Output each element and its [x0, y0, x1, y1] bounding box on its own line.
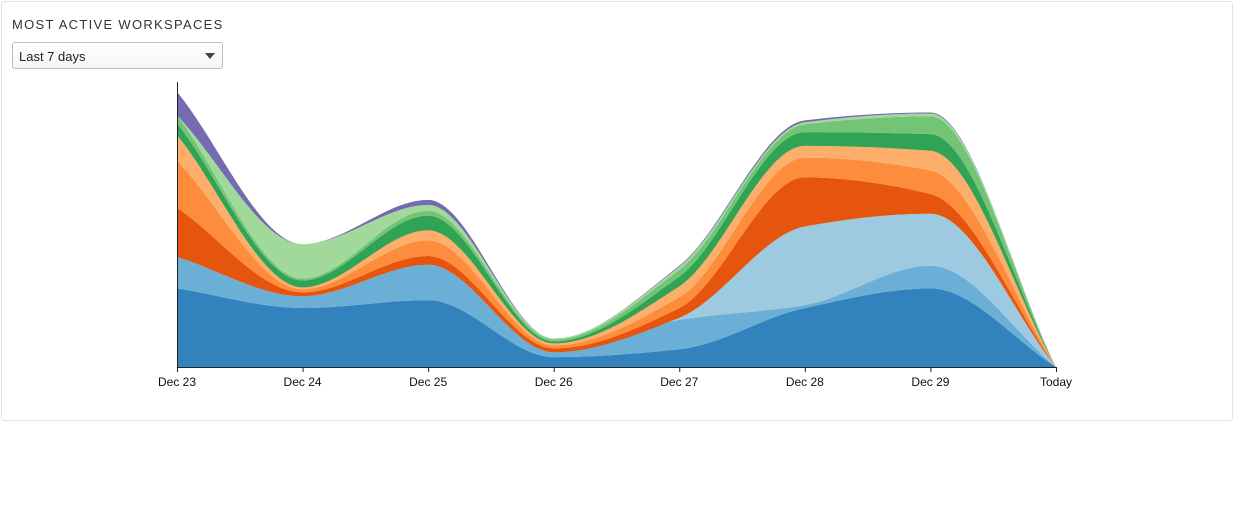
x-tick-label: Dec 27 — [660, 375, 698, 389]
area-series-3[interactable] — [177, 213, 1056, 367]
time-range-select[interactable]: Last 7 days — [12, 42, 223, 69]
time-range-value: Last 7 days — [19, 49, 86, 64]
x-tick-label: Dec 25 — [409, 375, 447, 389]
panel-title: MOST ACTIVE WORKSPACES — [12, 17, 224, 32]
chevron-down-icon — [205, 53, 215, 59]
x-tick-label: Dec 29 — [911, 375, 949, 389]
area-series-10[interactable] — [177, 91, 1056, 367]
area-series-1[interactable] — [177, 288, 1056, 367]
x-tick-label: Dec 28 — [786, 375, 824, 389]
area-series-9[interactable] — [177, 113, 1056, 367]
x-tick-label: Today — [1040, 375, 1072, 389]
x-tick-label: Dec 24 — [284, 375, 322, 389]
x-tick-label: Dec 23 — [158, 375, 196, 389]
area-series-8[interactable] — [177, 115, 1056, 367]
x-tick-label: Dec 26 — [535, 375, 573, 389]
x-axis: Dec 23 Dec 24 Dec 25 Dec 26 Dec 27 Dec 28 Dec … — [158, 82, 1072, 389]
chart-areas — [177, 91, 1056, 367]
area-series-2[interactable] — [177, 256, 1056, 367]
